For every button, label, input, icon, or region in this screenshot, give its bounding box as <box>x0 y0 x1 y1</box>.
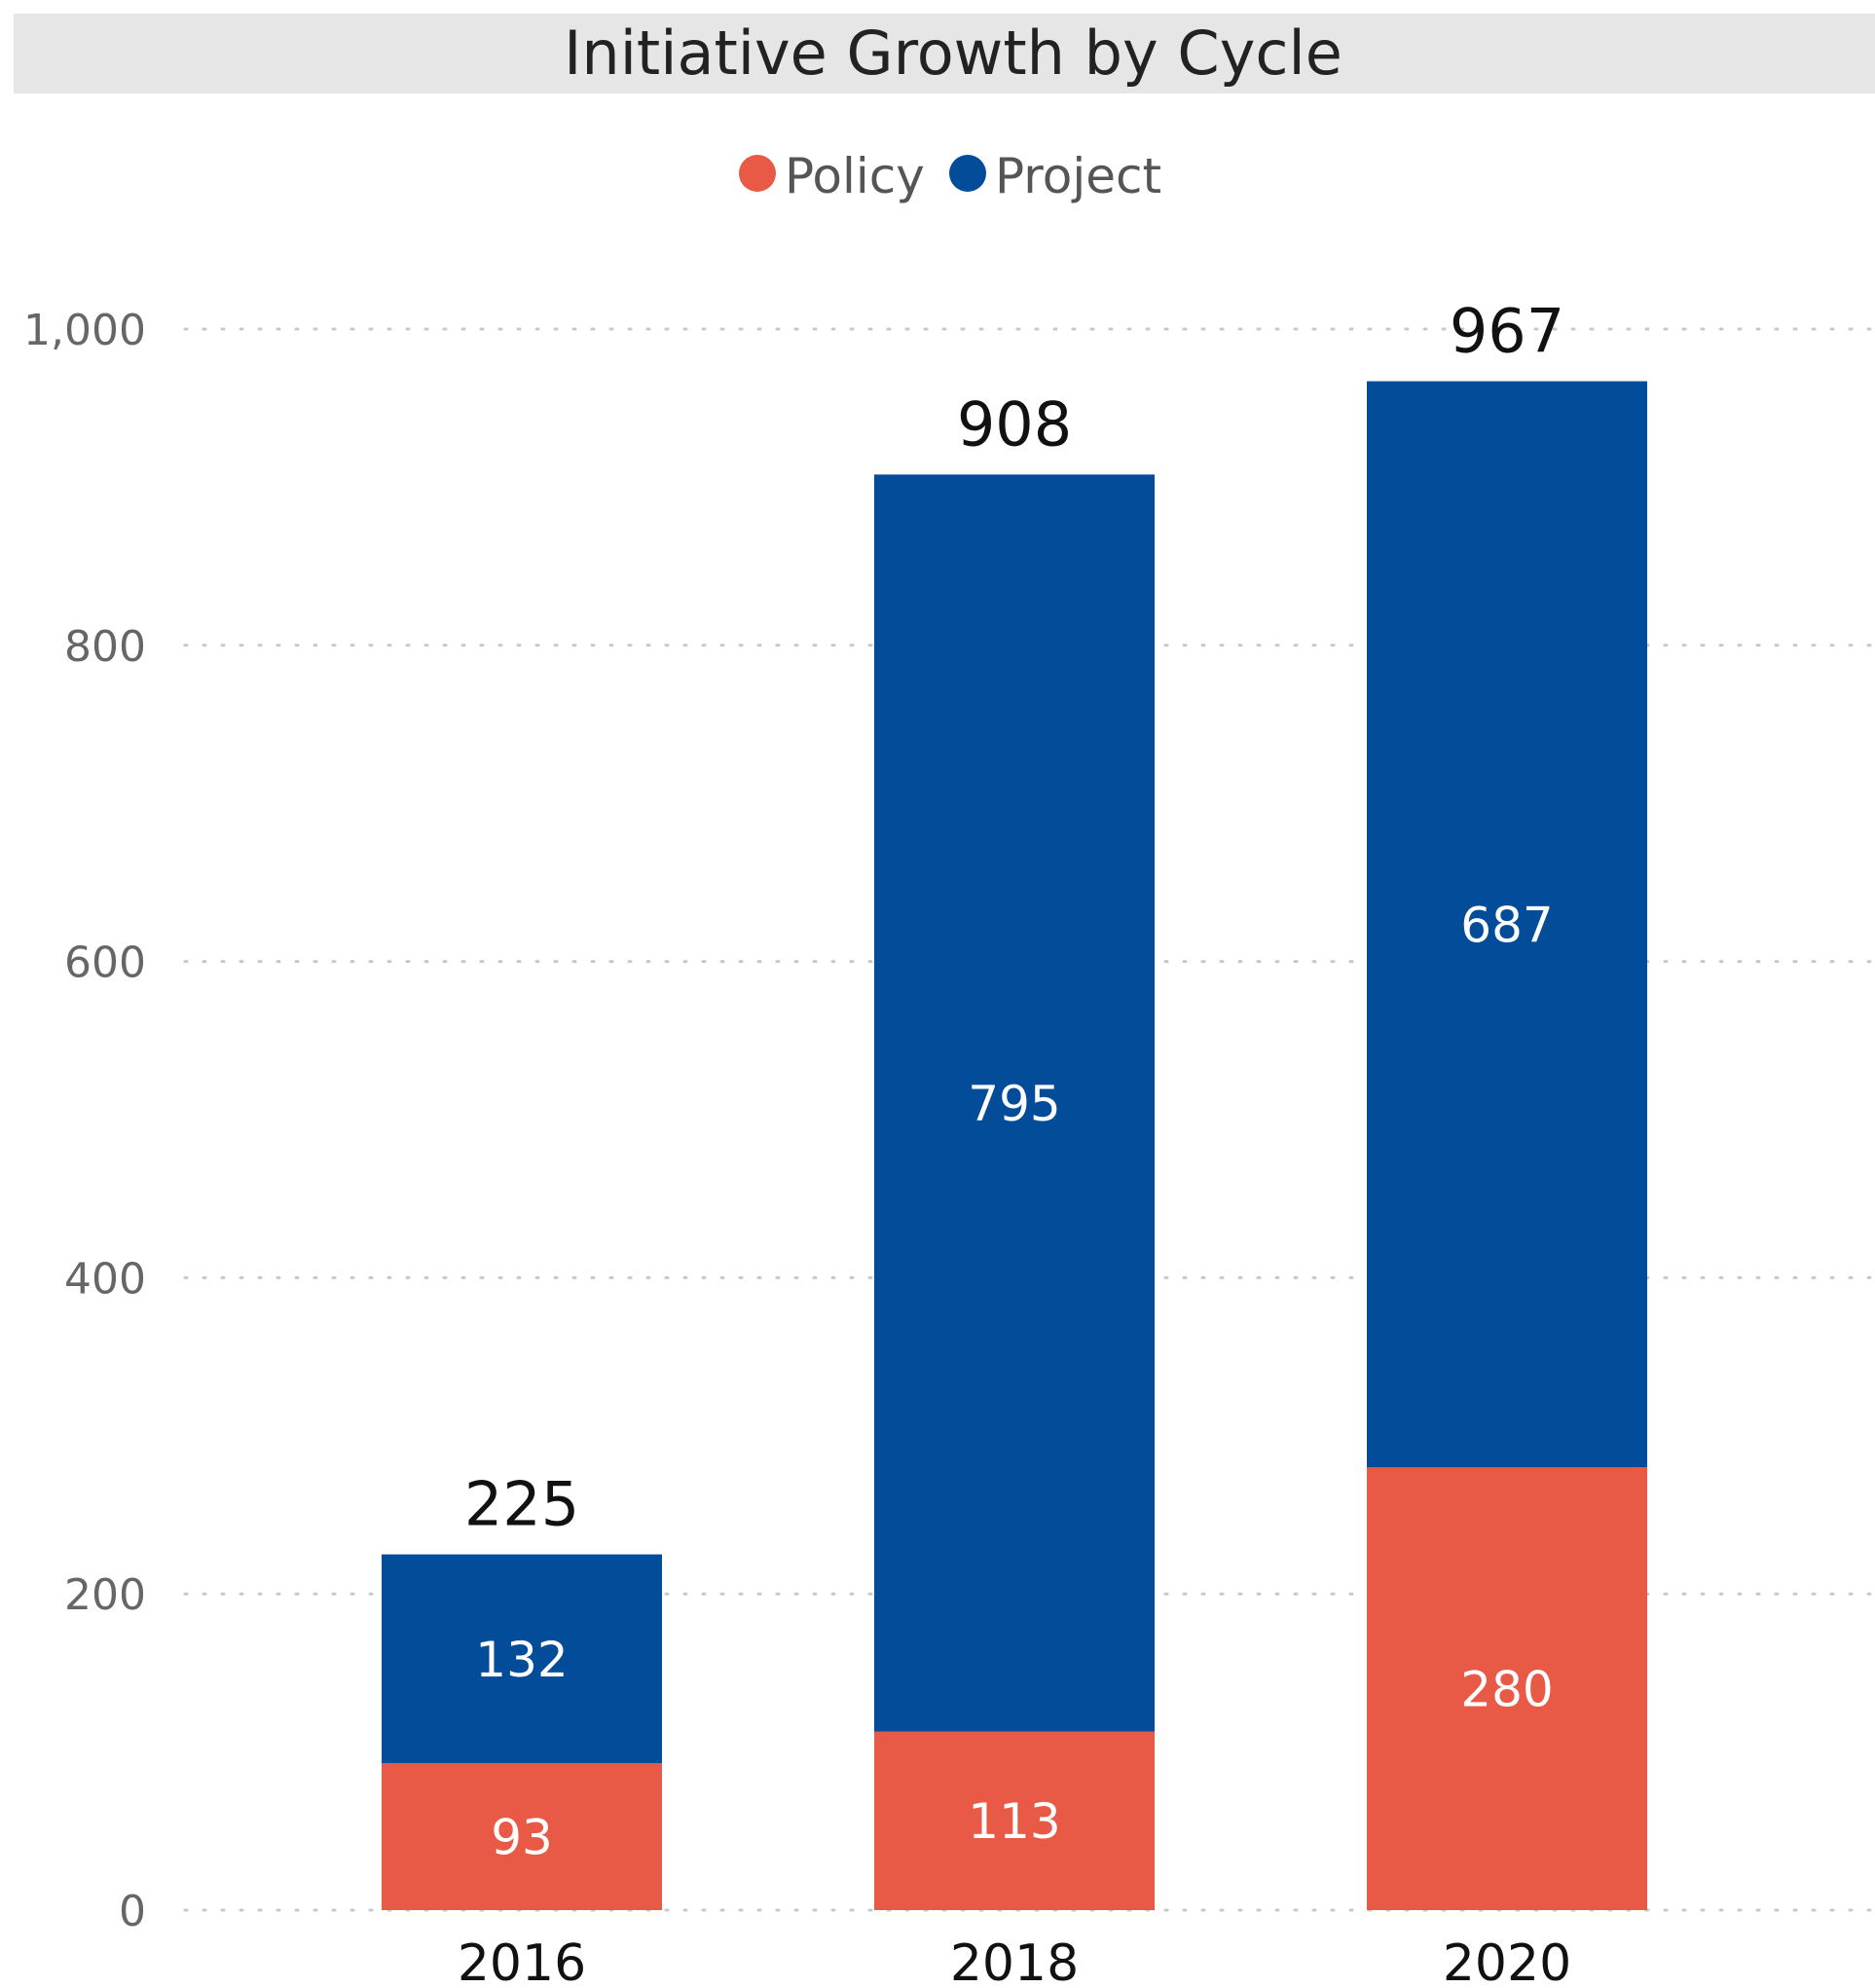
data-label-project: 132 <box>475 1632 568 1688</box>
x-tick-label: 2018 <box>950 1934 1079 1988</box>
data-label-policy: 280 <box>1460 1662 1553 1718</box>
x-tick-label: 2016 <box>458 1934 586 1988</box>
y-tick-label: 1,000 <box>23 306 146 355</box>
data-label-policy: 113 <box>968 1793 1060 1850</box>
x-tick-label: 2020 <box>1443 1934 1571 1988</box>
data-labels: 93 132 225 113 795 908 280 687 967 <box>464 296 1564 1866</box>
bar-project-2020 <box>1367 381 1647 1468</box>
total-label: 967 <box>1450 296 1564 367</box>
legend-label-project: Project <box>995 148 1161 204</box>
bar-policy-2018 <box>874 1731 1155 1910</box>
total-label: 908 <box>957 388 1072 460</box>
y-tick-label: 0 <box>119 1887 146 1936</box>
y-tick-label: 400 <box>64 1254 146 1304</box>
bar-project-2018 <box>874 474 1155 1732</box>
bar-policy-2016 <box>382 1762 662 1910</box>
y-tick-label: 200 <box>64 1570 146 1620</box>
y-tick-label: 800 <box>64 622 146 672</box>
bar-project-2016 <box>382 1554 662 1763</box>
legend-swatch-policy <box>739 155 776 192</box>
bars <box>382 381 1647 1910</box>
data-label-project: 687 <box>1460 897 1553 953</box>
data-label-policy: 93 <box>491 1809 553 1865</box>
total-label: 225 <box>464 1469 579 1540</box>
y-tick-label: 600 <box>64 939 146 988</box>
bar-policy-2020 <box>1367 1467 1647 1910</box>
y-axis-ticks: 0 200 400 600 800 1,000 <box>23 306 146 1936</box>
legend: Policy Project <box>739 148 1161 204</box>
chart-title: Initiative Growth by Cycle <box>564 18 1342 89</box>
title-bar <box>14 14 1875 93</box>
data-label-project: 795 <box>968 1076 1060 1132</box>
legend-swatch-project <box>949 155 986 192</box>
x-axis-ticks: 2016 2018 2020 <box>458 1934 1571 1988</box>
legend-label-policy: Policy <box>785 148 925 204</box>
